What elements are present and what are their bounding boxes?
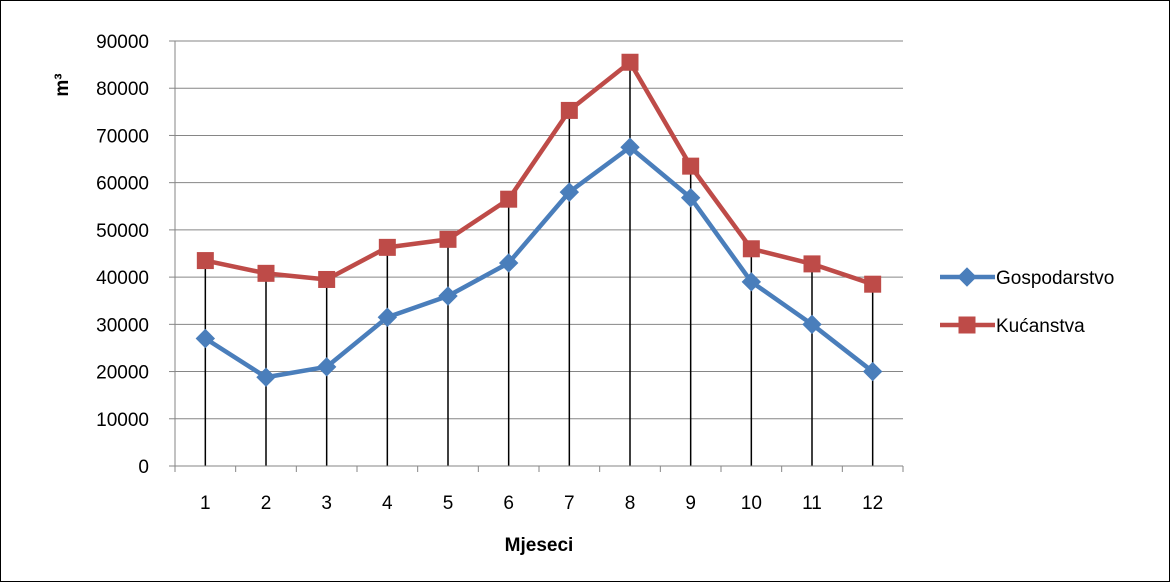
y-tick-label: 90000 — [96, 32, 149, 53]
x-tick-label: 2 — [261, 493, 272, 514]
x-tick-label: 7 — [564, 493, 575, 514]
data-point-Gospodarstvo — [680, 188, 701, 208]
data-point-Kućanstva — [803, 255, 821, 273]
x-tick-label: 3 — [321, 493, 332, 514]
data-point-Gospodarstvo — [195, 328, 216, 349]
x-tick-label: 5 — [443, 493, 454, 514]
x-tick-label: 1 — [200, 493, 211, 514]
y-tick-labels: 0 10000 20000 30000 40000 50000 60000 70000 8000… — [96, 32, 149, 478]
data-point-Gospodarstvo — [620, 137, 640, 157]
drop-lines — [204, 62, 874, 466]
x-tick-label: 8 — [625, 493, 636, 514]
y-tick-label: 0 — [138, 457, 149, 478]
legend-marker-Gospodarstvo — [957, 267, 977, 287]
data-point-Kućanstva — [500, 190, 518, 208]
legend-label: Gospodarstvo — [996, 268, 1114, 289]
data-point-Kućanstva — [378, 238, 396, 256]
data-point-Gospodarstvo — [377, 307, 398, 327]
data-point-Gospodarstvo — [316, 357, 337, 377]
x-axis-title: Mjeseci — [505, 535, 574, 556]
data-point-Gospodarstvo — [559, 182, 580, 202]
y-tick-label: 70000 — [96, 126, 149, 147]
y-tick-label: 60000 — [96, 174, 149, 195]
y-axis-title: m³ — [52, 73, 73, 96]
x-tick-label: 10 — [741, 493, 762, 514]
data-point-Gospodarstvo — [741, 272, 762, 292]
y-tick-label: 30000 — [96, 315, 149, 336]
x-tick-label: 11 — [802, 493, 822, 514]
data-point-Kućanstva — [257, 264, 275, 282]
x-tick-labels: 1 2 3 4 5 6 7 8 9 10 11 12 — [200, 493, 883, 514]
data-point-Gospodarstvo — [438, 286, 458, 306]
legend-marker-Kućanstva — [958, 316, 976, 334]
data-point-Kućanstva — [742, 240, 760, 258]
data-point-Gospodarstvo — [256, 367, 276, 387]
x-tick-label: 12 — [862, 493, 883, 514]
y-tick-label: 50000 — [96, 221, 149, 242]
x-tick-label: 6 — [503, 493, 514, 514]
data-point-Gospodarstvo — [862, 361, 883, 382]
axes — [169, 40, 904, 472]
series-layer — [195, 53, 883, 387]
series-line-Gospodarstvo — [204, 145, 875, 380]
legend-label: Kućanstva — [996, 316, 1085, 337]
x-tick-label: 9 — [685, 493, 696, 514]
data-point-Kućanstva — [439, 230, 457, 248]
data-point-Gospodarstvo — [498, 253, 519, 273]
data-point-Kućanstva — [318, 270, 336, 288]
data-point-Kućanstva — [196, 252, 214, 270]
series-line-Kućanstva — [204, 60, 874, 287]
y-tick-label: 20000 — [96, 363, 149, 384]
x-tick-label: 4 — [382, 493, 393, 514]
legend: Gospodarstvo Kućanstva — [940, 267, 1114, 337]
y-tick-label: 80000 — [96, 79, 149, 100]
y-tick-label: 10000 — [96, 410, 149, 431]
data-point-Kućanstva — [560, 101, 578, 119]
y-tick-label: 40000 — [96, 268, 149, 289]
data-point-Kućanstva — [682, 157, 700, 175]
data-point-Gospodarstvo — [802, 314, 822, 335]
data-point-Kućanstva — [621, 53, 639, 71]
data-point-Kućanstva — [864, 275, 882, 293]
